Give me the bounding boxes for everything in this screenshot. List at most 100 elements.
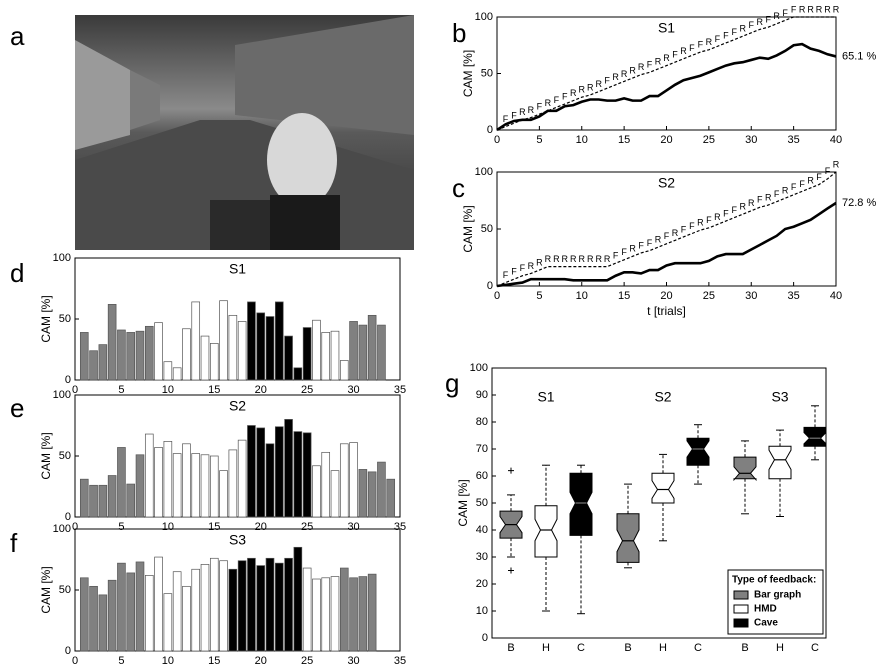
box xyxy=(803,426,827,447)
bar xyxy=(98,594,108,652)
trial-marker: F xyxy=(647,238,653,248)
bar xyxy=(117,562,126,652)
legend-title: Type of feedback: xyxy=(732,575,816,586)
bar xyxy=(154,447,163,518)
x-tick-label: 25 xyxy=(301,384,313,396)
x-tick-label: H xyxy=(659,642,667,654)
bar xyxy=(182,443,191,518)
x-tick-label: 0 xyxy=(72,521,78,533)
trial-marker: F xyxy=(621,247,627,257)
trial-marker: F xyxy=(825,166,831,176)
y-tick-label: 100 xyxy=(53,252,71,264)
y-tick-label: 100 xyxy=(470,362,488,374)
bar xyxy=(386,478,396,518)
y-tick-label: 50 xyxy=(481,67,493,79)
bar xyxy=(377,461,386,518)
trial-marker: R xyxy=(579,254,586,264)
bar xyxy=(107,304,117,381)
trial-marker: R xyxy=(824,4,831,14)
bar xyxy=(302,327,312,381)
bar xyxy=(247,425,256,518)
x-tick-label: 10 xyxy=(576,134,588,146)
bar xyxy=(219,560,228,652)
bar xyxy=(256,565,266,652)
trial-marker: R xyxy=(587,254,594,264)
y-tick-label: 80 xyxy=(476,416,488,428)
bar xyxy=(256,312,266,381)
bar xyxy=(274,301,284,381)
bar xyxy=(349,577,358,652)
x-tick-label: B xyxy=(507,642,514,654)
trial-marker: R xyxy=(519,107,526,117)
x-tick-label: 20 xyxy=(660,290,672,302)
x-tick-label: 30 xyxy=(347,655,359,667)
bar xyxy=(191,453,201,518)
x-tick-label: 20 xyxy=(255,655,267,667)
trial-marker: R xyxy=(672,228,679,238)
trial-marker: F xyxy=(799,179,805,189)
bar xyxy=(284,557,293,652)
trial-marker: R xyxy=(612,72,619,82)
bar xyxy=(312,319,321,381)
series-line xyxy=(496,201,837,288)
bar xyxy=(228,449,238,518)
bar xyxy=(302,567,312,652)
trial-marker: F xyxy=(706,215,712,225)
y-axis-label: CAM [%] xyxy=(39,566,53,613)
bar xyxy=(358,469,368,518)
bar xyxy=(284,419,293,518)
trial-marker: F xyxy=(604,76,610,86)
box xyxy=(651,472,675,504)
trial-marker: F xyxy=(537,102,543,112)
x-tick-label: 0 xyxy=(494,134,500,146)
y-axis-label: CAM [%] xyxy=(456,479,470,526)
y-tick-label: 50 xyxy=(59,313,71,325)
series-line xyxy=(496,16,836,131)
panel-label: e xyxy=(10,393,24,423)
y-tick-label: 10 xyxy=(476,605,488,617)
box xyxy=(768,445,792,480)
x-tick-label: 30 xyxy=(745,134,757,146)
x-tick-label: H xyxy=(542,642,550,654)
x-tick-label: 35 xyxy=(788,134,800,146)
x-tick-label: C xyxy=(811,642,819,654)
trial-marker: F xyxy=(782,8,788,18)
bar xyxy=(98,344,108,381)
trial-marker: R xyxy=(765,192,772,202)
bar xyxy=(284,335,293,381)
y-tick-label: 0 xyxy=(65,374,71,386)
trial-marker: R xyxy=(748,198,755,208)
trial-marker: F xyxy=(520,263,526,273)
trial-marker: F xyxy=(732,205,738,215)
x-tick-label: 30 xyxy=(745,290,757,302)
y-tick-label: 50 xyxy=(476,497,488,509)
legend-swatch xyxy=(733,590,749,600)
trial-marker: R xyxy=(604,254,611,264)
bar xyxy=(321,332,331,381)
bar xyxy=(228,314,238,381)
panel-label: c xyxy=(452,173,465,203)
bar xyxy=(349,442,358,518)
trial-marker: F xyxy=(689,43,695,53)
y-tick-label: 90 xyxy=(476,389,488,401)
bar xyxy=(117,329,126,381)
bar xyxy=(358,324,368,381)
x-tick-label: 20 xyxy=(255,384,267,396)
x-tick-label: C xyxy=(694,642,702,654)
trial-marker: R xyxy=(706,37,713,47)
series-line xyxy=(496,42,837,132)
y-tick-label: 40 xyxy=(476,524,488,536)
bar xyxy=(163,441,173,518)
trial-marker: R xyxy=(528,105,535,115)
y-tick-label: 50 xyxy=(59,584,71,596)
trial-marker: F xyxy=(774,189,780,199)
trial-marker: F xyxy=(749,20,755,30)
x-tick-label: 15 xyxy=(618,134,630,146)
trial-marker: F xyxy=(647,60,653,70)
trial-marker: R xyxy=(570,254,577,264)
trial-marker: R xyxy=(714,212,721,222)
bar xyxy=(349,321,358,381)
legend-label: Cave xyxy=(754,618,778,629)
trial-marker: R xyxy=(816,4,823,14)
trial-marker: R xyxy=(570,88,577,98)
